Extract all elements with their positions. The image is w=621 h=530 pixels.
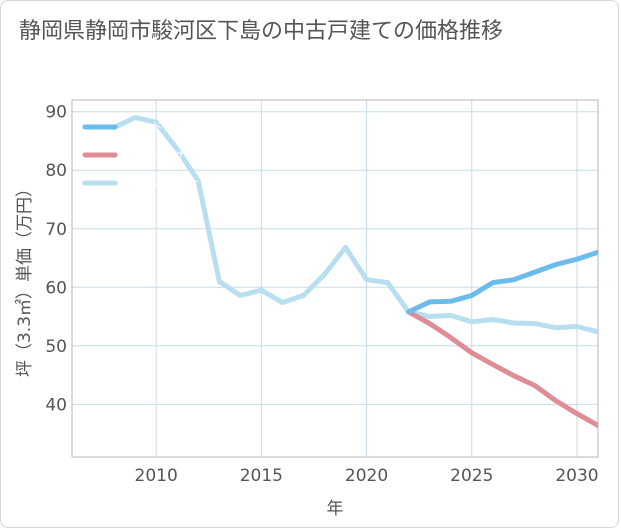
grid-lines bbox=[72, 100, 598, 457]
x-tick-label: 2010 bbox=[135, 466, 178, 486]
legend-label: バッドシナリオ bbox=[127, 148, 211, 162]
y-tick-label: 50 bbox=[45, 337, 67, 357]
tick-labels: 2010 2015 2020 2025 2030 40 50 60 70 80 90 bbox=[45, 103, 598, 486]
legend-label: グッドシナリオ bbox=[127, 120, 211, 134]
x-tick-label: 2030 bbox=[555, 466, 598, 486]
legend-label: ノーマルシナリオ bbox=[127, 176, 223, 190]
series-layer bbox=[111, 115, 598, 428]
x-axis-title: 年 bbox=[327, 499, 344, 519]
y-axis-title: 坪（3.3㎡）単価（万円） bbox=[15, 180, 35, 377]
y-tick-label: 60 bbox=[45, 278, 67, 298]
plot-frame bbox=[71, 99, 599, 458]
x-tick-label: 2020 bbox=[345, 466, 388, 486]
series-line bbox=[111, 115, 598, 335]
y-tick-label: 90 bbox=[45, 103, 67, 123]
chart-title: 静岡県静岡市駿河区下島の中古戸建ての価格推移 bbox=[19, 19, 504, 44]
y-tick-label: 80 bbox=[45, 161, 67, 181]
series-line bbox=[406, 309, 598, 428]
x-tick-label: 2015 bbox=[240, 466, 283, 486]
x-tick-label: 2025 bbox=[450, 466, 493, 486]
series-line bbox=[406, 249, 598, 315]
y-tick-label: 40 bbox=[45, 395, 67, 415]
y-tick-label: 70 bbox=[45, 220, 67, 240]
